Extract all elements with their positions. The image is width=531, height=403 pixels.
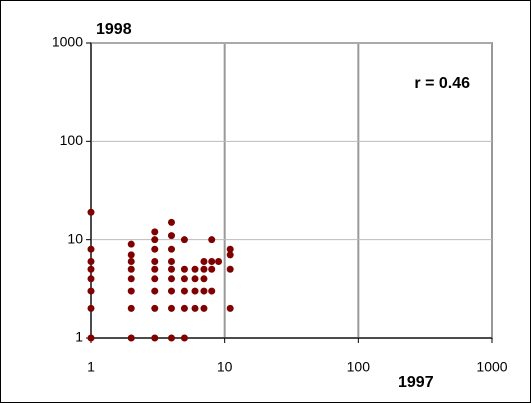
point [151, 265, 159, 273]
point [167, 334, 175, 342]
point [151, 236, 159, 244]
x-tick-label: 1000 [476, 359, 507, 375]
point [200, 265, 208, 273]
point [151, 334, 159, 342]
point [191, 275, 199, 283]
point [167, 265, 175, 273]
point [87, 287, 95, 295]
point [127, 240, 135, 248]
y-tick-label: 100 [60, 132, 84, 148]
point [167, 218, 175, 226]
point [127, 251, 135, 259]
y-axis-label: 1998 [96, 21, 132, 38]
point [127, 334, 135, 342]
point [87, 304, 95, 312]
point [180, 304, 188, 312]
point [167, 287, 175, 295]
point [87, 208, 95, 216]
point [180, 265, 188, 273]
point [87, 334, 95, 342]
y-tick-label: 1 [75, 329, 83, 345]
x-tick-label: 1 [87, 359, 95, 375]
point [167, 275, 175, 283]
point [200, 275, 208, 283]
point [180, 236, 188, 244]
point [200, 304, 208, 312]
point [151, 304, 159, 312]
point [180, 334, 188, 342]
point [87, 275, 95, 283]
x-tick-label: 100 [347, 359, 371, 375]
point [180, 287, 188, 295]
point [167, 232, 175, 240]
point [127, 287, 135, 295]
point [151, 275, 159, 283]
point [226, 245, 234, 253]
point [208, 236, 216, 244]
point [151, 287, 159, 295]
point [167, 257, 175, 265]
point [167, 245, 175, 253]
point [191, 287, 199, 295]
point [208, 287, 216, 295]
point [151, 257, 159, 265]
point [200, 257, 208, 265]
point [208, 257, 216, 265]
y-tick-label: 10 [67, 230, 83, 246]
x-tick-label: 10 [217, 359, 233, 375]
point [167, 304, 175, 312]
point [151, 245, 159, 253]
point [127, 304, 135, 312]
point [226, 251, 234, 259]
point [127, 265, 135, 273]
point [208, 265, 216, 273]
point [191, 304, 199, 312]
y-tick-label: 1000 [52, 34, 83, 50]
point [191, 265, 199, 273]
point [180, 275, 188, 283]
point [87, 257, 95, 265]
point [151, 228, 159, 236]
point [200, 287, 208, 295]
point [226, 304, 234, 312]
point [127, 257, 135, 265]
point [87, 245, 95, 253]
point [127, 275, 135, 283]
x-axis-label: 1997 [398, 374, 434, 391]
point [226, 265, 234, 273]
point [87, 265, 95, 273]
annotation: r = 0.46 [414, 75, 470, 92]
point [215, 257, 223, 265]
